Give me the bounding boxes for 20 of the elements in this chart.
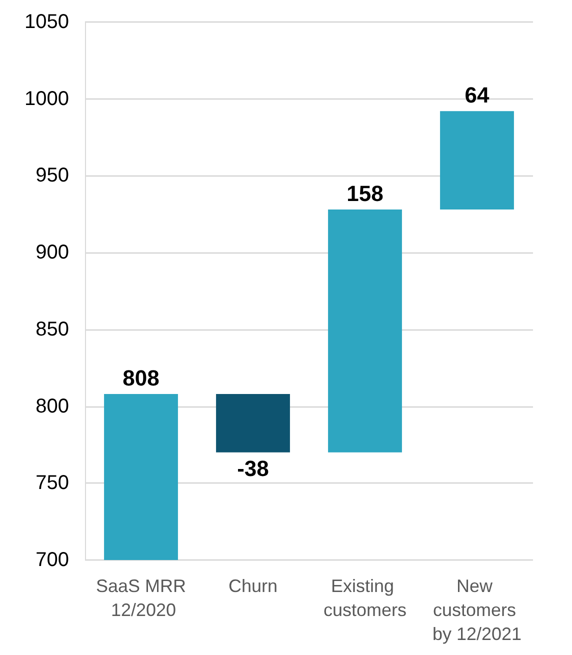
bar [216,394,290,452]
y-tick-label: 700 [36,549,69,571]
y-tick-label: 1000 [24,88,69,110]
data-label: 64 [464,82,490,108]
bar [328,210,402,452]
data-label: 158 [346,181,384,206]
x-tick-label: Existing customers [323,576,407,620]
bar [104,394,178,560]
y-tick-label: 950 [36,164,69,187]
bar [440,111,514,210]
data-label: 808 [122,365,160,390]
x-tick-label: New customers by 12/2021 [432,576,522,644]
y-tick-label: 800 [36,395,69,418]
y-tick-label: 750 [36,472,69,494]
x-tick-label: Churn [228,576,278,596]
data-label: -38 [237,456,269,481]
y-tick-label: 900 [36,242,69,264]
y-tick-label: 1050 [24,11,69,33]
y-tick-label: 850 [36,318,69,340]
x-tick-label: SaaS MRR 12/2020 [96,576,186,620]
